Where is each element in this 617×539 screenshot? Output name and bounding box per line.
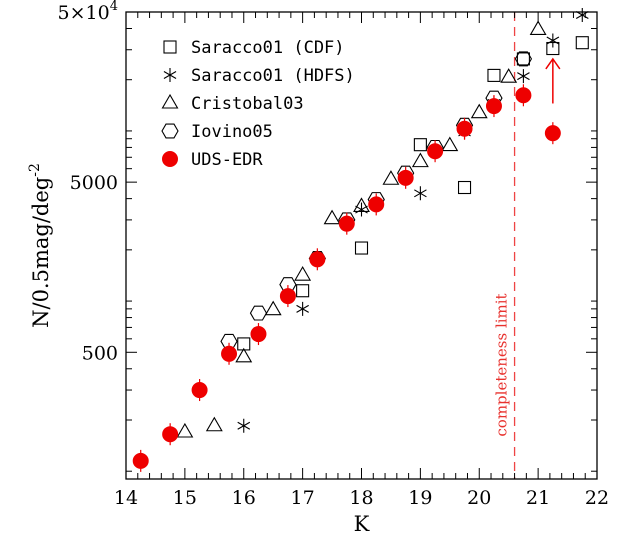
data-point xyxy=(485,98,502,115)
data-point xyxy=(427,143,444,160)
data-point xyxy=(249,305,268,321)
data-point xyxy=(517,69,530,84)
x-tick-label: 21 xyxy=(526,487,550,509)
legend-label: Saracco01 (HDFS) xyxy=(191,66,355,86)
upper-limit-arrow-head xyxy=(545,57,561,70)
data-point xyxy=(575,8,589,23)
data-point xyxy=(544,125,561,142)
legend-label: UDS-EDR xyxy=(191,150,263,170)
data-point xyxy=(355,202,368,217)
completeness-limit-label: completeness limit xyxy=(493,293,511,436)
data-point xyxy=(456,120,473,137)
legend: Saracco01 (CDF) Saracco01 (HDFS) Cristobal… xyxy=(161,38,355,170)
y-tick-label: 5000 xyxy=(70,172,118,194)
data-point xyxy=(397,169,414,186)
data-point xyxy=(309,251,326,268)
legend-entry: Saracco01 (CDF) xyxy=(163,38,345,58)
x-tick-label: 18 xyxy=(349,487,373,509)
data-point xyxy=(162,426,179,443)
legend-label: Iovino05 xyxy=(191,122,273,142)
legend-marker xyxy=(163,40,177,54)
y-tick-label-exponent: 4 xyxy=(110,0,118,14)
y-axis-title: N/0.5mag/deg-2 xyxy=(27,163,53,328)
data-point xyxy=(279,288,296,305)
x-tick-label: 15 xyxy=(173,487,197,509)
data-point xyxy=(338,215,355,232)
y-tick-label: 5×104 xyxy=(58,0,118,24)
legend-label: Cristobal03 xyxy=(191,94,304,114)
x-tick-label: 20 xyxy=(467,487,491,509)
data-point xyxy=(516,52,530,66)
data-point xyxy=(191,382,208,399)
data-point xyxy=(500,68,518,83)
series-triangle xyxy=(176,20,547,438)
series-filled-circle xyxy=(132,84,561,472)
legend-entry: Iovino05 xyxy=(161,122,273,142)
x-axis-title: K xyxy=(354,512,370,536)
x-tick-label: 22 xyxy=(585,487,609,509)
legend-marker xyxy=(161,123,179,139)
legend-marker xyxy=(162,151,178,167)
data-point xyxy=(382,170,400,185)
x-tick-label: 16 xyxy=(232,487,256,509)
data-point xyxy=(515,87,532,104)
data-point xyxy=(296,284,310,298)
data-point xyxy=(264,300,282,316)
annotation-layer: completeness limit xyxy=(493,12,561,479)
data-point xyxy=(487,68,501,82)
data-point xyxy=(294,266,312,281)
data-point xyxy=(411,152,429,168)
data-point xyxy=(414,186,427,201)
data-point xyxy=(353,197,370,212)
axes-layer: 14 15 16 17 18 19 20 21 22 500 5000 5×104 K N/0.5mag/… xyxy=(27,0,609,536)
data-point xyxy=(368,196,385,213)
series-layer xyxy=(132,8,589,472)
data-point xyxy=(546,33,560,48)
data-point xyxy=(514,51,533,67)
data-point xyxy=(205,416,223,432)
data-point xyxy=(221,345,238,362)
x-tick-label: 19 xyxy=(408,487,432,509)
data-point xyxy=(470,103,488,119)
y-tick-label: 500 xyxy=(82,342,118,364)
y-axis-title-exponent: -2 xyxy=(27,163,43,177)
legend-entry: Cristobal03 xyxy=(161,93,304,114)
legend-marker xyxy=(161,93,179,109)
legend-entry: UDS-EDR xyxy=(162,150,263,170)
x-tick-label: 17 xyxy=(291,487,315,509)
data-point xyxy=(235,347,253,363)
data-point xyxy=(354,241,369,255)
legend-marker xyxy=(163,68,177,82)
data-point xyxy=(237,418,251,433)
data-point xyxy=(296,301,309,316)
data-point xyxy=(441,136,459,152)
legend-entry: Saracco01 (HDFS) xyxy=(163,66,355,86)
x-tick-label: 14 xyxy=(114,487,138,509)
data-point xyxy=(132,452,149,469)
data-point xyxy=(457,180,472,195)
data-point xyxy=(575,36,589,50)
legend-label: Saracco01 (CDF) xyxy=(191,38,345,58)
data-point xyxy=(529,20,547,35)
data-point xyxy=(413,138,427,152)
data-point xyxy=(323,209,341,225)
data-point xyxy=(250,326,267,343)
data-point xyxy=(176,422,194,438)
